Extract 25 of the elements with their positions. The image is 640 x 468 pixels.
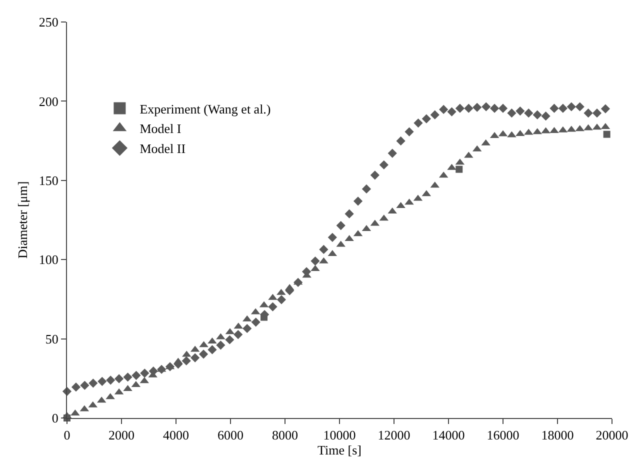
- x-tick-label: 12000: [378, 428, 410, 443]
- x-tick-label: 4000: [163, 428, 189, 443]
- x-tick-label: 2000: [108, 428, 134, 443]
- y-tick-label: 100: [38, 252, 58, 268]
- x-tick-label: 8000: [272, 428, 298, 443]
- legend-label: Model I: [140, 121, 182, 136]
- x-tick-label: 6000: [218, 428, 244, 443]
- x-tick-label: 10000: [323, 428, 356, 443]
- x-tick-label: 0: [64, 428, 70, 443]
- y-tick-label: 0: [52, 410, 58, 426]
- point: [603, 130, 610, 138]
- x-tick-label: 16000: [486, 428, 520, 443]
- y-tick-label: 150: [38, 172, 58, 188]
- y-axis-title: Diameter [μm]: [14, 181, 30, 259]
- x-axis-title: Time [s]: [318, 442, 362, 458]
- x-tick-label: 14000: [432, 428, 465, 443]
- point: [260, 314, 268, 321]
- y-tick-label: 250: [38, 14, 58, 30]
- legend-label: Experiment (Wang et al.): [140, 101, 271, 116]
- x-tick-label: 20000: [596, 428, 628, 443]
- point: [456, 166, 463, 173]
- x-tick-label: 18000: [541, 428, 574, 443]
- y-tick-label: 50: [45, 331, 58, 346]
- legend-label: Model II: [140, 141, 186, 156]
- y-tick-label: 200: [38, 94, 58, 109]
